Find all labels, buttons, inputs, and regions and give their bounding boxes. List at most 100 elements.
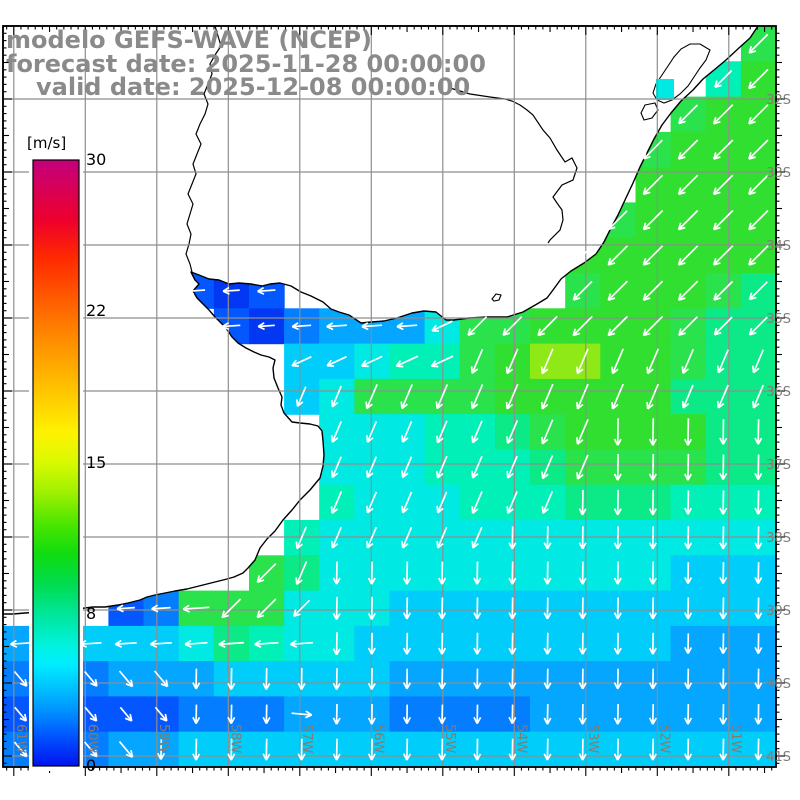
lon-tick-label: 58W [227,724,242,754]
wind-arrow [540,348,554,375]
wind-arrow [508,526,517,550]
lat-tick-label: 40S [766,677,791,692]
wind-arrow [431,320,453,332]
wind-arrow [642,315,664,337]
wind-arrow [221,598,242,619]
wind-arrow [402,632,412,655]
colorbar-tick-label: 8 [86,604,96,623]
wind-arrow [681,384,694,409]
wind-arrow [153,670,169,688]
wind-arrow [471,526,483,549]
wind-arrow [332,738,341,761]
wind-arrow [332,632,341,656]
colorbar-tick-label: 30 [86,150,106,169]
wind-arrow [712,174,734,196]
wind-arrow [401,491,413,514]
lon-tick-label: 54W [513,724,528,754]
colorbar-units-label: [m/s] [27,134,67,152]
wind-arrow [192,704,201,725]
wind-arrow [572,315,593,337]
wind-arrow [296,386,307,407]
lat-tick-label: 33S [766,166,791,181]
wind-arrow [543,703,552,725]
river [449,87,578,244]
wind-arrow [578,703,587,725]
lat-tick-label: 32S [766,93,791,108]
wind-arrow [157,739,166,760]
wind-arrow [543,632,552,655]
wind-arrow [578,489,587,516]
lon-tick-label: 57W [299,724,314,754]
wind-arrow [402,561,412,585]
wind-arrow [13,741,28,758]
wind-arrow [748,68,769,90]
lat-tick-label: 34S [766,239,791,254]
wind-arrow [576,348,589,375]
wind-arrow [330,421,342,443]
wind-arrow [227,738,236,761]
wind-arrow [648,738,657,761]
wind-arrow [438,704,447,725]
wind-arrow [678,104,699,125]
wind-arrow [752,384,765,409]
wind-arrow [330,456,342,479]
wind-arrow [473,704,482,725]
lon-tick-label: 55W [442,724,457,754]
wind-arrow [326,322,347,331]
lon-tick-label: 59W [156,724,171,754]
wind-arrow [149,639,172,648]
wind-arrow [613,597,622,620]
wind-arrow [543,526,552,550]
wind-arrow [289,639,313,648]
wind-arrow [642,280,664,302]
wind-arrow [611,383,624,410]
wind-arrow [470,384,484,410]
wind-arrow [677,139,699,160]
wind-arrow [257,286,276,295]
wind-arrow [402,597,412,620]
wind-arrow [578,526,587,550]
wind-arrow [182,604,210,613]
wind-arrow [648,489,657,516]
wind-arrow [402,668,412,690]
wind-arrow [754,668,763,690]
wind-arrow [748,281,768,301]
model-title: modelo GEFS-WAVE (NCEP) [6,26,372,54]
wind-arrow [505,348,519,375]
wind-arrow [506,455,518,479]
wind-arrow [754,419,763,445]
wind-arrow [470,348,484,374]
wind-arrow [683,418,693,446]
wind-arrow [14,706,28,722]
wind-arrow [332,703,341,725]
wind-arrow [543,738,552,761]
wind-arrow [607,245,629,266]
wind-arrow [256,563,277,584]
lon-tick-label: 51W [728,724,743,754]
wind-arrow [297,668,306,690]
wind-arrow [538,246,557,265]
wind-arrow [292,599,311,618]
wind-arrow [435,384,449,410]
wind-arrow [84,741,98,758]
wind-arrow [508,632,517,655]
wind-arrow [151,604,171,613]
wind-arrow [395,355,419,368]
wind-arrow [540,383,554,410]
lagoon-water-cell [656,79,674,100]
wind-arrow [719,738,728,761]
wind-arrow [471,491,483,514]
wind-arrow [576,454,589,480]
lon-tick-label: 61W [13,724,28,754]
wind-arrow [506,419,519,444]
lon-tick-label: 60W [84,724,99,754]
wind-arrow [712,139,734,160]
wind-arrow [681,348,695,374]
wind-arrow [642,139,663,160]
colorbar-tick-label: 0 [86,756,96,775]
wind-arrow [291,710,313,719]
wind-arrow [613,668,622,690]
wind-arrow [684,526,693,550]
lon-tick-label: 52W [656,724,671,754]
wind-arrow [254,639,279,648]
